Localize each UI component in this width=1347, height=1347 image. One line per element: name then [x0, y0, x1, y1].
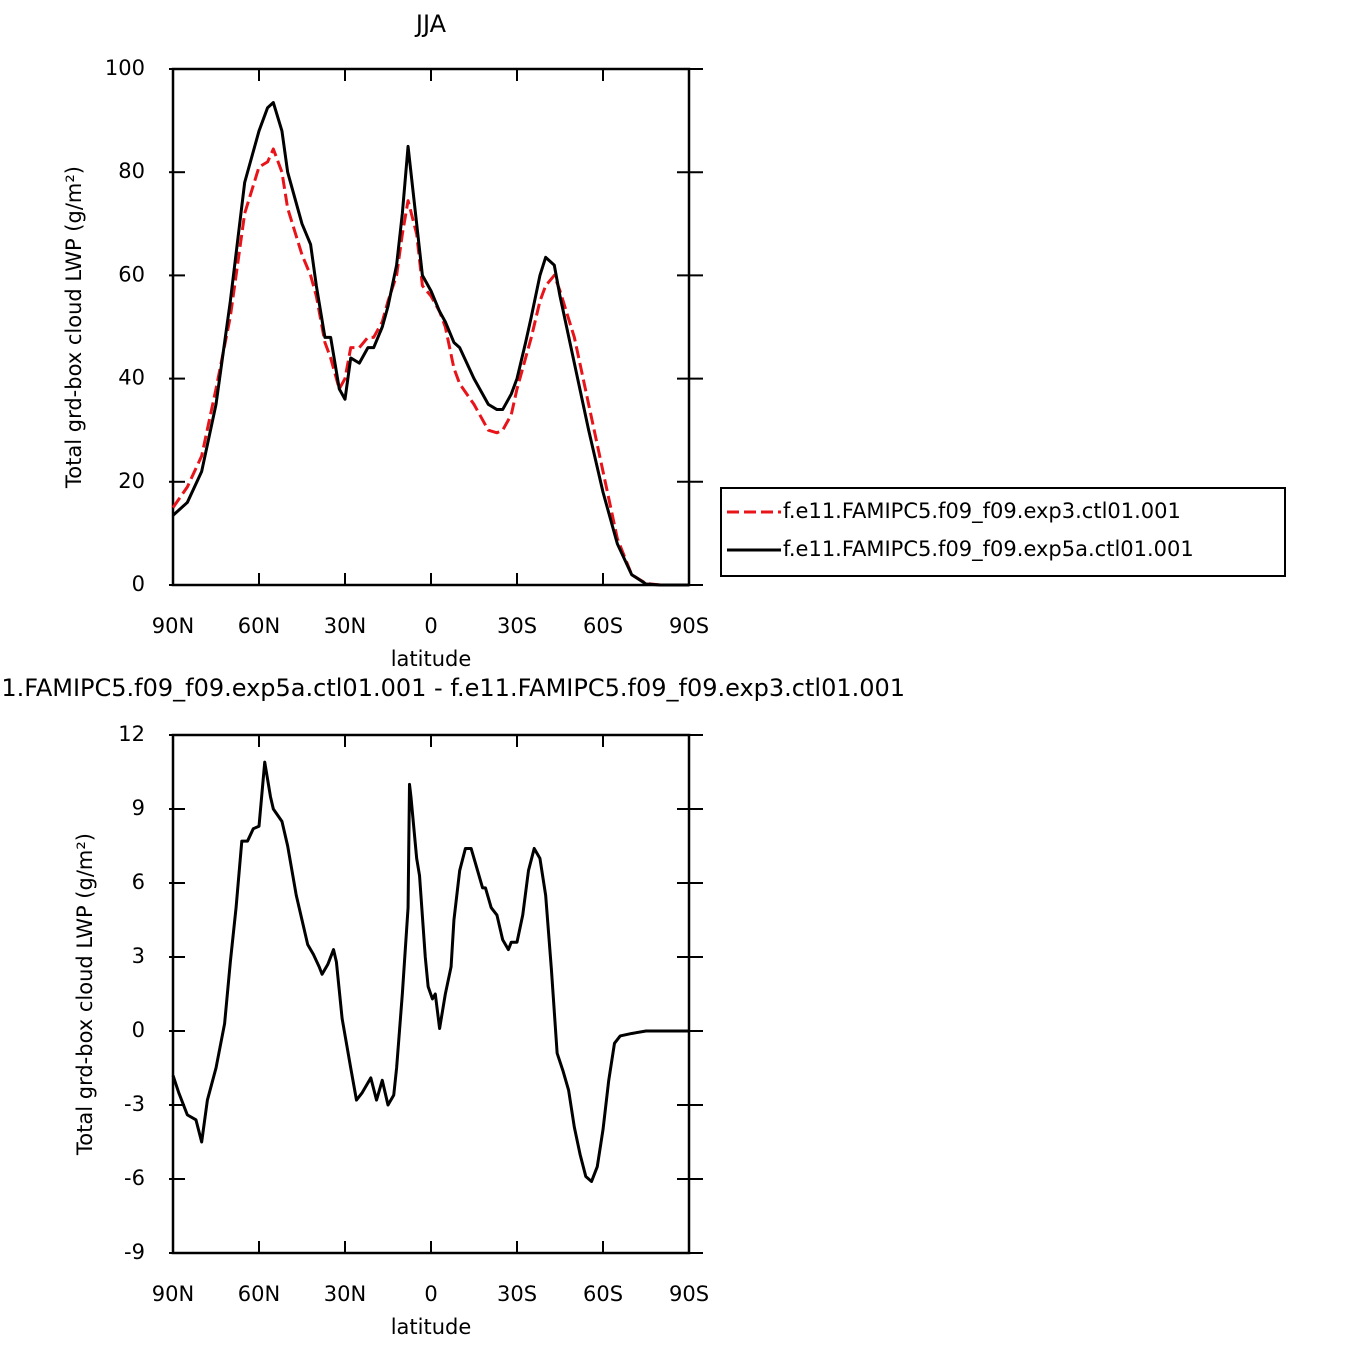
- x-axis-label: latitude: [391, 1315, 472, 1339]
- y-axis-label: Total grd-box cloud LWP (g/m²): [62, 166, 86, 489]
- legend-label: f.e11.FAMIPC5.f09_f09.exp5a.ctl01.001: [783, 537, 1194, 562]
- y-tick-label: -3: [124, 1092, 145, 1116]
- data-line: [171, 101, 689, 587]
- plot-frame: [171, 67, 691, 587]
- y-tick-label: 6: [132, 870, 145, 894]
- chart-title: f.e11.FAMIPC5.f09_f09.exp5a.ctl01.001 - …: [0, 674, 905, 702]
- plot-frame: [171, 733, 691, 1255]
- legend-box: [720, 487, 1286, 577]
- x-tick-label: 30N: [324, 1282, 366, 1306]
- y-tick-label: 12: [118, 722, 145, 746]
- x-tick-label: 90S: [669, 1282, 709, 1306]
- y-tick-label: -9: [124, 1240, 145, 1264]
- x-tick-label: 30S: [497, 1282, 537, 1306]
- y-tick-label: 100: [105, 56, 145, 80]
- y-tick-label: 3: [132, 944, 145, 968]
- chart-title: JJA: [414, 10, 447, 38]
- y-tick-label: 0: [132, 1018, 145, 1042]
- y-tick-label: 80: [118, 159, 145, 183]
- y-tick-label: 9: [132, 796, 145, 820]
- y-tick-label: -6: [124, 1166, 145, 1190]
- x-axis-label: latitude: [391, 647, 472, 671]
- y-tick-label: 40: [118, 366, 145, 390]
- y-axis-label: Total grd-box cloud LWP (g/m²): [73, 833, 97, 1156]
- x-tick-label: 0: [424, 1282, 437, 1306]
- y-tick-label: 20: [118, 469, 145, 493]
- x-tick-label: 60S: [583, 1282, 623, 1306]
- y-tick-label: 60: [118, 262, 145, 286]
- x-tick-label: 0: [424, 614, 437, 638]
- x-tick-label: 60N: [238, 614, 280, 638]
- y-tick-label: 0: [132, 572, 145, 596]
- legend-label: f.e11.FAMIPC5.f09_f09.exp3.ctl01.001: [783, 499, 1181, 524]
- x-tick-label: 90N: [152, 614, 194, 638]
- data-line: [171, 760, 689, 1183]
- x-tick-label: 90N: [152, 1282, 194, 1306]
- x-tick-label: 60S: [583, 614, 623, 638]
- x-tick-label: 30N: [324, 614, 366, 638]
- x-tick-label: 90S: [669, 614, 709, 638]
- x-tick-label: 30S: [497, 614, 537, 638]
- x-tick-label: 60N: [238, 1282, 280, 1306]
